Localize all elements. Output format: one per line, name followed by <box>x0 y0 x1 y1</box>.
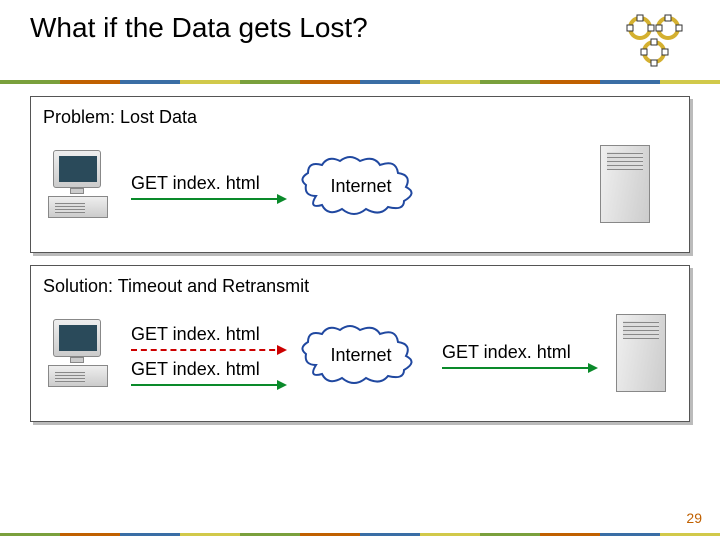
internet-cloud: Internet <box>296 320 426 390</box>
request-label-1: GET index. html <box>131 324 296 345</box>
solution-row: GET index. html GET index. html Internet… <box>43 305 677 405</box>
cloud-label: Internet <box>330 176 391 197</box>
forward-block: GET index. html <box>442 342 612 369</box>
footer-divider <box>0 533 720 536</box>
client-computer-icon <box>43 146 123 226</box>
request-label-2: GET index. html <box>131 359 296 380</box>
internet-cloud: Internet <box>296 151 426 221</box>
request-block: GET index. html <box>131 173 296 200</box>
client-computer-icon <box>43 315 123 395</box>
arrow-forwarded <box>442 367 596 369</box>
server-icon <box>612 310 672 400</box>
solution-section: Solution: Timeout and Retransmit GET ind… <box>30 265 690 422</box>
arrow-timeout <box>131 349 285 351</box>
arrow-request <box>131 198 285 200</box>
arrow-retransmit <box>131 384 285 386</box>
divider-bar <box>0 80 720 84</box>
network-logo <box>620 12 690 72</box>
problem-section: Problem: Lost Data GET index. html Inter… <box>30 96 690 253</box>
request-label: GET index. html <box>131 173 296 194</box>
forwarded-label: GET index. html <box>442 342 612 363</box>
page-number: 29 <box>686 510 702 526</box>
problem-heading: Problem: Lost Data <box>43 107 677 128</box>
problem-row: GET index. html Internet <box>43 136 677 236</box>
page-title: What if the Data gets Lost? <box>30 12 368 44</box>
solution-heading: Solution: Timeout and Retransmit <box>43 276 677 297</box>
cloud-label: Internet <box>330 345 391 366</box>
header: What if the Data gets Lost? <box>0 0 720 78</box>
request-block: GET index. html GET index. html <box>131 324 296 386</box>
server-icon <box>596 141 656 231</box>
